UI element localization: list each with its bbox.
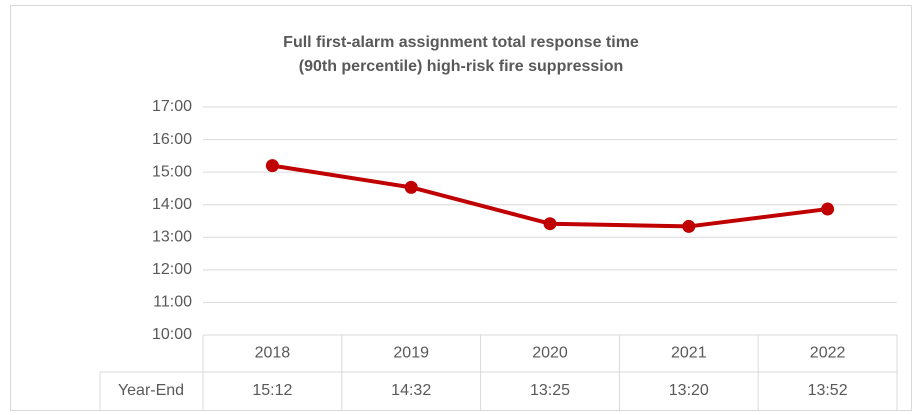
data-point — [404, 180, 418, 194]
data-point — [682, 219, 696, 233]
y-tick-label: 17:00 — [152, 98, 192, 115]
y-tick-label: 11:00 — [153, 294, 192, 311]
data-point — [821, 202, 835, 216]
data-point — [265, 159, 279, 173]
table-value: 15:12 — [252, 382, 292, 399]
chart-title: Full first-alarm assignment total respon… — [283, 34, 639, 51]
y-tick-label: 14:00 — [152, 196, 192, 213]
x-tick-label: 2018 — [255, 345, 291, 362]
chart-border — [10, 5, 912, 411]
chart-title: (90th percentile) high-risk fire suppres… — [299, 58, 624, 75]
x-tick-label: 2022 — [810, 345, 846, 362]
table-value: 13:52 — [808, 382, 848, 399]
table-value: 14:32 — [391, 382, 431, 399]
y-tick-label: 10:00 — [152, 326, 192, 343]
x-tick-label: 2019 — [393, 345, 429, 362]
y-tick-label: 12:00 — [152, 261, 192, 278]
data-point — [543, 217, 557, 231]
y-tick-label: 16:00 — [152, 131, 192, 148]
x-tick-label: 2021 — [671, 345, 707, 362]
y-tick-label: 15:00 — [152, 163, 192, 180]
table-value: 13:25 — [530, 382, 570, 399]
table-value: 13:20 — [669, 382, 709, 399]
legend-label: Year-End — [118, 382, 184, 399]
y-tick-label: 13:00 — [152, 229, 192, 246]
x-tick-label: 2020 — [532, 345, 568, 362]
